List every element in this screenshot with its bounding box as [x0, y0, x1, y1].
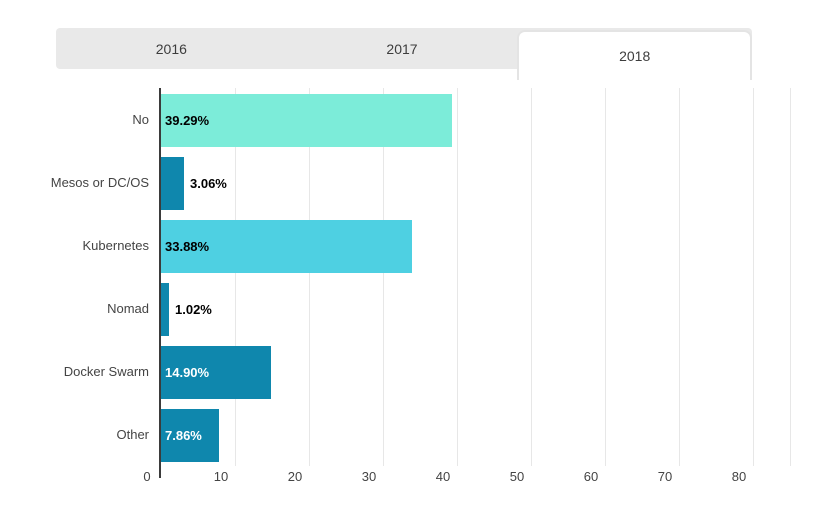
- value-axis: 0 10 20 30 40 50 60 70 80: [0, 469, 828, 489]
- gridline-70: [679, 88, 680, 466]
- gridline-right-edge: [790, 88, 791, 466]
- bar-other[interactable]: [161, 409, 219, 462]
- bar-nomad[interactable]: [161, 283, 169, 336]
- gridline-20: [309, 88, 310, 466]
- value-label-docker-swarm: 14.90%: [165, 365, 210, 380]
- value-label-no: 39.29%: [165, 113, 210, 128]
- tick-label-70: 70: [657, 469, 673, 484]
- year-tabbar: 2016 2017 2018: [56, 28, 753, 80]
- tick-label-0: 0: [143, 469, 151, 484]
- bar-no[interactable]: [161, 94, 452, 147]
- category-label-mesos-or-dc-os: Mesos or DC/OS: [50, 175, 149, 190]
- category-label-other: Other: [116, 427, 149, 442]
- value-label-nomad: 1.02%: [175, 302, 212, 317]
- tick-label-50: 50: [509, 469, 525, 484]
- gridline-40: [457, 88, 458, 466]
- gridline-60: [605, 88, 606, 466]
- gridline-50: [531, 88, 532, 466]
- value-label-kubernetes: 33.88%: [165, 239, 210, 254]
- bar-docker-swarm[interactable]: [161, 346, 271, 399]
- plot-area: 39.29% 3.06% 33.88% 1.02% 14.90% 7.86%: [159, 88, 791, 478]
- tick-label-10: 10: [213, 469, 229, 484]
- tab-2018-selected[interactable]: 2018: [517, 30, 753, 80]
- gridline-10: [235, 88, 236, 466]
- gridline-30: [383, 88, 384, 466]
- tick-label-30: 30: [361, 469, 377, 484]
- category-label-nomad: Nomad: [107, 301, 149, 316]
- tick-label-20: 20: [287, 469, 303, 484]
- category-label-no: No: [132, 112, 149, 127]
- tick-label-80: 80: [731, 469, 747, 484]
- bar-kubernetes[interactable]: [161, 220, 412, 273]
- category-label-kubernetes: Kubernetes: [82, 238, 150, 253]
- tab-label: 2016: [155, 40, 187, 57]
- value-label-mesos-or-dc-os: 3.06%: [190, 176, 227, 191]
- category-axis: No Mesos or DC/OS Kubernetes Nomad Docker Sw…: [0, 88, 149, 466]
- tab-label: 2018: [619, 48, 651, 64]
- tab-label: 2017: [386, 40, 418, 57]
- value-label-other: 7.86%: [165, 428, 202, 443]
- tab-2016[interactable]: 2016: [56, 28, 287, 69]
- tick-label-60: 60: [583, 469, 599, 484]
- bar-mesos-or-dc-os[interactable]: [161, 157, 184, 210]
- tab-2017[interactable]: 2017: [287, 28, 518, 69]
- category-label-docker-swarm: Docker Swarm: [63, 364, 149, 379]
- baseline-axis: [159, 88, 161, 478]
- gridline-80: [753, 88, 754, 466]
- tick-label-40: 40: [435, 469, 451, 484]
